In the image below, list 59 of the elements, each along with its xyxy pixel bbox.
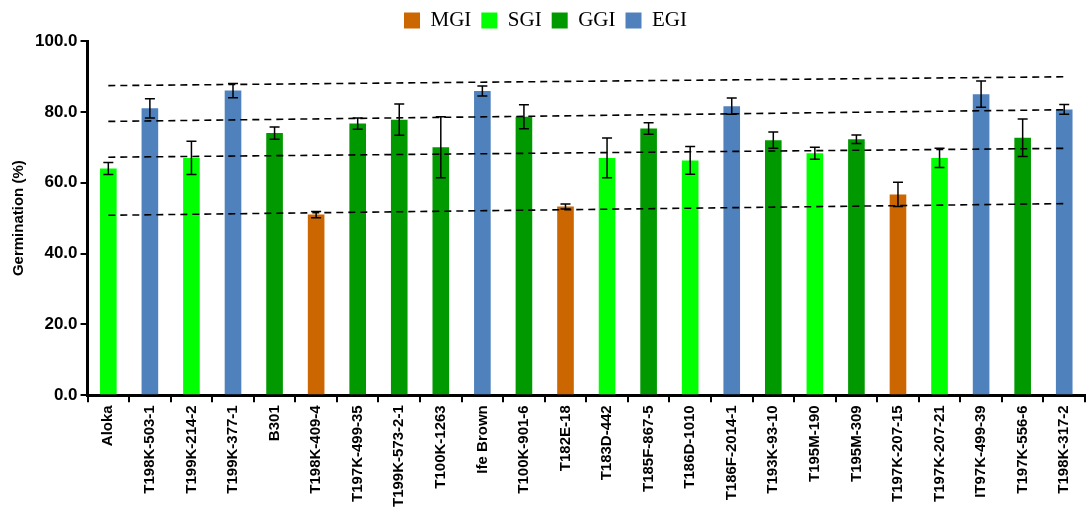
- bar: [390, 119, 408, 395]
- bar: [848, 139, 865, 395]
- x-tick-label: T197K-499-35: [347, 405, 365, 503]
- bar: [931, 157, 948, 395]
- x-tick-label: T198K-317-2: [1054, 405, 1072, 494]
- bar: [515, 116, 533, 395]
- y-tick-label: 20.0: [44, 314, 78, 334]
- x-tick-label: T197K-207-21: [929, 405, 947, 503]
- bar: [598, 157, 616, 395]
- bar: [723, 106, 741, 395]
- x-tick-label: T199K-377-1: [223, 405, 241, 494]
- x-tick-label: T198K-503-1: [140, 405, 158, 494]
- legend-label: SGI: [507, 7, 542, 32]
- bar: [681, 160, 699, 395]
- bar: [972, 94, 990, 395]
- legend-label: EGI: [652, 7, 687, 32]
- x-tick-label: T186F-2014-1: [721, 405, 739, 501]
- legend-label: MGI: [430, 7, 472, 32]
- bar: [640, 128, 657, 395]
- y-tick-label: 80.0: [44, 101, 78, 121]
- x-tick-label: T100K-901-6: [514, 405, 532, 494]
- bar: [307, 214, 325, 395]
- bar: [764, 140, 782, 395]
- bar: [100, 168, 117, 395]
- x-tick-label: T198K-409-4: [306, 404, 324, 494]
- bar: [889, 194, 907, 395]
- bar: [141, 108, 159, 395]
- bar: [432, 147, 450, 395]
- x-tick-label: Aloka: [98, 404, 116, 447]
- y-tick-label: 40.0: [44, 243, 78, 263]
- x-tick-label: T185F-867-5: [638, 405, 656, 492]
- x-tick-label: T193K-93-10: [763, 405, 781, 494]
- bar: [224, 90, 242, 395]
- bar: [474, 90, 491, 395]
- x-tick-label: T186D-1010: [680, 405, 698, 489]
- bar: [1014, 137, 1031, 395]
- x-tick-label: T195M-190: [805, 405, 822, 482]
- y-axis-title: Germination (%): [9, 160, 27, 277]
- x-tick-label: T197K-556-6: [1012, 405, 1030, 494]
- legend-label: GGI: [578, 7, 616, 32]
- bar: [557, 206, 574, 395]
- bar: [266, 133, 283, 395]
- bar: [349, 123, 366, 395]
- x-tick-label: B301: [264, 405, 282, 442]
- x-tick-label: T195M-309: [846, 405, 864, 482]
- y-tick-label: 0.0: [53, 384, 78, 404]
- y-tick-label: 60.0: [44, 172, 78, 192]
- x-tick-label: T100K-1263: [430, 405, 448, 489]
- bar: [1055, 109, 1073, 395]
- x-tick-label: T199K-573-2-1: [389, 405, 407, 507]
- x-tick-label: T182E-18: [555, 405, 573, 472]
- y-tick-label: 100.0: [34, 30, 78, 50]
- x-tick-label: T197K-207-15: [888, 405, 906, 503]
- x-tick-label: T199K-214-2: [181, 405, 199, 494]
- x-tick-label: T183D-442: [597, 405, 615, 481]
- bar: [806, 153, 824, 395]
- bar: [183, 157, 200, 395]
- x-tick-label: IT97K-499-39: [971, 405, 989, 498]
- x-tick-label: Ife Brown: [472, 405, 490, 474]
